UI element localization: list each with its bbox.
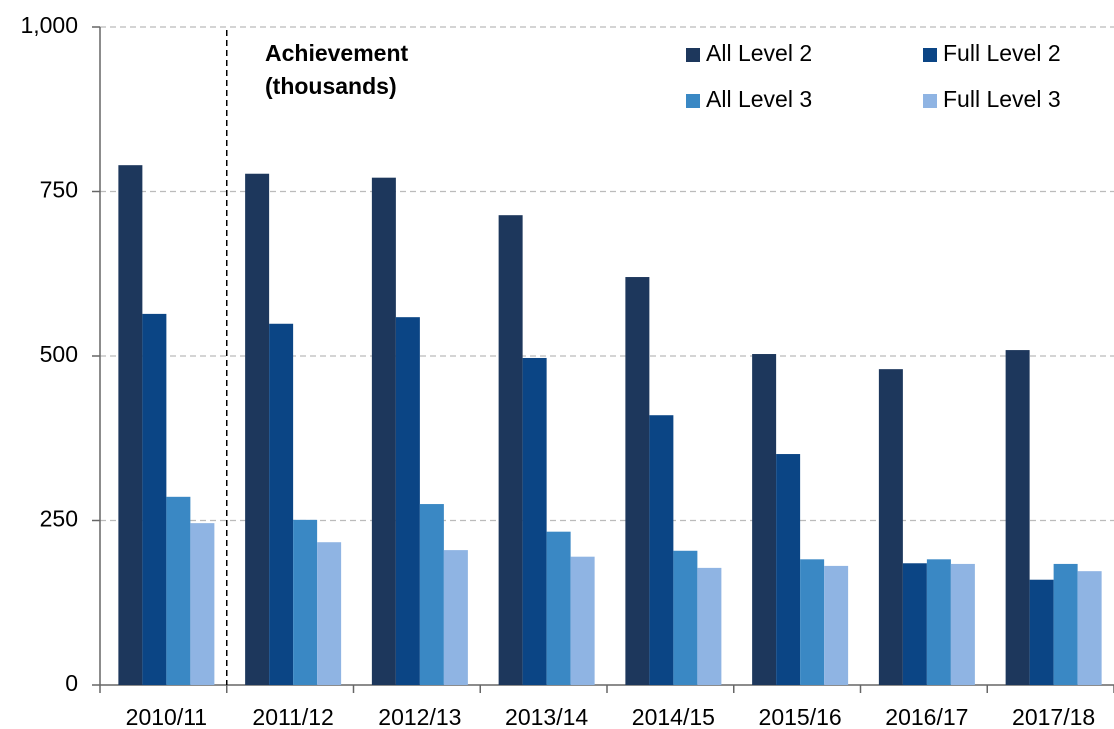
bar — [752, 354, 777, 685]
y-tick-label: 500 — [40, 341, 78, 367]
y-tick-label: 250 — [40, 506, 78, 532]
bar — [371, 177, 396, 685]
bar — [419, 504, 444, 685]
bar — [269, 323, 294, 685]
bar — [625, 277, 650, 685]
bar — [926, 559, 951, 685]
legend-swatch — [923, 48, 937, 62]
bar — [776, 454, 801, 685]
x-tick-label: 2013/14 — [505, 704, 588, 729]
x-tick-label: 2014/15 — [632, 704, 715, 729]
bar — [1005, 350, 1030, 685]
bar — [395, 317, 420, 685]
x-tick-label: 2012/13 — [378, 704, 461, 729]
bar — [878, 369, 903, 685]
bar — [1077, 571, 1102, 685]
annotation-line: Achievement — [265, 40, 409, 66]
legend-label: Full Level 2 — [943, 40, 1061, 66]
x-tick-label: 2017/18 — [1012, 704, 1095, 729]
x-tick-label: 2015/16 — [759, 704, 842, 729]
legend-label: Full Level 3 — [943, 86, 1061, 112]
legend-swatch — [686, 94, 700, 108]
legend-label: All Level 3 — [706, 86, 812, 112]
bar — [317, 542, 342, 685]
x-tick-label: 2011/12 — [252, 704, 333, 729]
x-tick-label: 2016/17 — [885, 704, 968, 729]
bar — [443, 550, 468, 685]
bar — [570, 556, 595, 685]
bar — [673, 550, 698, 685]
bar — [902, 563, 927, 685]
bar — [166, 496, 191, 685]
bar — [800, 559, 825, 685]
bar — [498, 215, 523, 686]
bar — [245, 173, 270, 685]
bar — [697, 567, 722, 685]
x-tick-label: 2010/11 — [126, 704, 207, 729]
y-tick-label: 1,000 — [20, 12, 78, 38]
y-tick-label: 0 — [65, 670, 78, 696]
legend-label: All Level 2 — [706, 40, 812, 66]
bar — [522, 357, 547, 685]
legend-swatch — [686, 48, 700, 62]
bar — [546, 531, 571, 685]
bar — [118, 165, 143, 685]
bar — [142, 313, 167, 685]
bar — [1053, 563, 1078, 685]
bar — [293, 519, 318, 685]
bar — [824, 565, 849, 685]
bar — [950, 563, 975, 685]
annotation-line: (thousands) — [265, 73, 397, 99]
bar — [190, 523, 215, 685]
y-tick-label: 750 — [40, 177, 78, 203]
bar — [649, 415, 674, 685]
bar — [1029, 579, 1054, 685]
legend-swatch — [923, 94, 937, 108]
